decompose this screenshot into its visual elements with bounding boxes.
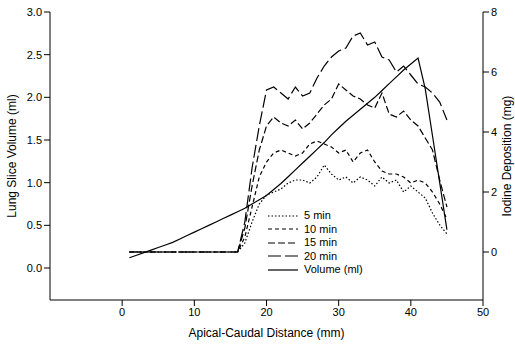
svg-text:2.5: 2.5 xyxy=(27,49,42,61)
svg-text:6: 6 xyxy=(491,66,497,78)
svg-text:Lung Slice Volume (ml): Lung Slice Volume (ml) xyxy=(5,94,19,217)
svg-text:40: 40 xyxy=(405,306,417,318)
svg-text:1.5: 1.5 xyxy=(27,134,42,146)
svg-text:0: 0 xyxy=(119,306,125,318)
svg-text:8: 8 xyxy=(491,6,497,18)
html-text:15 min: 15 min xyxy=(304,236,337,248)
svg-text:0.0: 0.0 xyxy=(27,262,42,274)
svg-text:10: 10 xyxy=(188,306,200,318)
svg-text:1.0: 1.0 xyxy=(27,177,42,189)
svg-text:20: 20 xyxy=(260,306,272,318)
html-text:Volume (ml): Volume (ml) xyxy=(304,263,363,275)
html-text:10 min: 10 min xyxy=(304,222,337,235)
svg-text:3.0: 3.0 xyxy=(27,6,42,18)
svg-text:Apical-Caudal Distance (mm): Apical-Caudal Distance (mm) xyxy=(188,326,344,340)
svg-text:2.0: 2.0 xyxy=(27,91,42,103)
svg-text:2: 2 xyxy=(491,186,497,198)
svg-text:50: 50 xyxy=(477,306,489,318)
svg-text:0: 0 xyxy=(491,246,497,258)
html-text:20 min: 20 min xyxy=(304,249,337,262)
svg-text:4: 4 xyxy=(491,126,497,138)
html-text:5 min: 5 min xyxy=(304,209,331,221)
svg-text:Iodine Deposition (mg): Iodine Deposition (mg) xyxy=(500,96,514,217)
svg-text:30: 30 xyxy=(333,306,345,318)
svg-text:0.5: 0.5 xyxy=(27,219,42,231)
